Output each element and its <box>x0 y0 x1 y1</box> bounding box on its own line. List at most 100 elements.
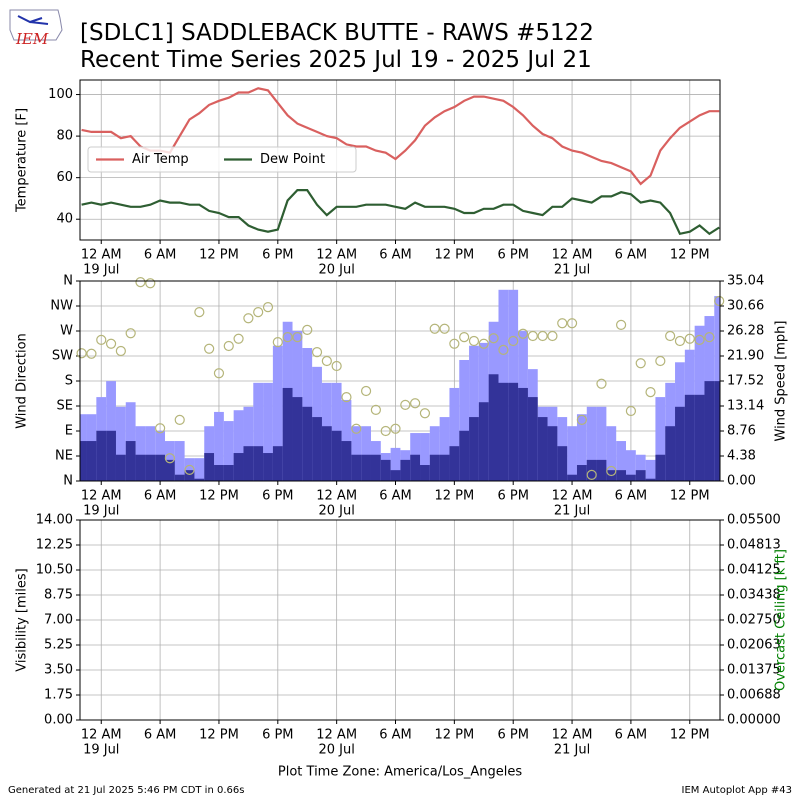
x-tick-label: 6 AM <box>379 489 412 504</box>
logo-outline <box>9 9 63 41</box>
x-tick-label: 6 PM <box>497 728 528 743</box>
y-tick-label: 40 <box>56 212 73 227</box>
scatter-point <box>76 348 87 359</box>
legend-label: Dew Point <box>260 152 325 167</box>
bar <box>665 426 676 481</box>
scatter-point <box>566 318 578 329</box>
x-tick-label: 6 AM <box>379 728 412 743</box>
bar <box>361 454 371 481</box>
scatter-point <box>606 465 617 477</box>
scatter-point <box>517 328 529 339</box>
scatter-point <box>694 334 705 345</box>
scatter-point <box>282 332 293 343</box>
y2-tick-label: 17.52 <box>727 374 764 389</box>
bar <box>351 454 362 481</box>
x-tick-label: 12 PM <box>670 489 710 504</box>
y-tick-label: 60 <box>56 170 73 185</box>
x-tick-label: 6 PM <box>497 248 528 263</box>
y2-tick-label: 4.38 <box>727 449 756 464</box>
bar <box>616 441 627 481</box>
bar <box>292 397 303 481</box>
bar <box>165 459 175 481</box>
scatter-point <box>615 319 627 330</box>
scatter-point <box>478 338 489 349</box>
scatter-point <box>184 464 195 475</box>
scatter-point <box>537 330 548 342</box>
bar <box>253 446 264 481</box>
scatter-point <box>233 333 244 344</box>
scatter-point <box>410 398 421 409</box>
y-axis-label: Temperature [F] <box>15 108 30 213</box>
bar <box>125 441 136 481</box>
scatter-point <box>625 405 637 417</box>
bar <box>576 465 587 481</box>
y2-tick-label: 0.02063 <box>727 638 781 653</box>
y-tick-label: 3.50 <box>44 663 73 678</box>
y-tick-label: 1.75 <box>44 688 73 703</box>
bar <box>145 426 156 481</box>
scatter-point <box>155 423 166 434</box>
scatter-point <box>321 355 332 367</box>
bar <box>194 478 205 481</box>
scatter-point <box>684 333 695 344</box>
bar <box>341 441 352 481</box>
bar <box>204 453 215 481</box>
scatter-point <box>380 425 391 437</box>
scatter-point <box>360 385 372 397</box>
x-tick-date: 19 Jul <box>83 504 119 519</box>
bar <box>694 394 705 481</box>
footer-left: Generated at 21 Jul 2025 5:46 PM CDT in … <box>8 785 244 796</box>
bar <box>429 454 440 481</box>
bar <box>184 458 195 481</box>
scatter-point <box>498 344 509 355</box>
plot-frame <box>79 79 721 241</box>
scatter-point <box>674 335 686 347</box>
bar <box>272 345 283 481</box>
bar <box>645 459 656 481</box>
y2-tick-label: 0.00688 <box>727 688 781 703</box>
scatter-point <box>635 358 646 369</box>
scatter-point <box>586 469 597 480</box>
bar <box>194 458 205 481</box>
y2-tick-label: 21.90 <box>727 349 764 364</box>
scatter-point <box>704 332 715 343</box>
scatter-point <box>262 302 274 313</box>
bar <box>263 453 273 481</box>
bar <box>469 345 479 481</box>
x-tick-date: 20 Jul <box>318 263 354 278</box>
bar <box>596 459 607 481</box>
bar <box>282 387 293 481</box>
bar <box>341 399 352 481</box>
y2-axis-label: Wind Speed [mph] <box>774 321 789 442</box>
line-series <box>81 87 720 186</box>
line-series <box>81 189 720 236</box>
x-tick-label: 12 AM <box>316 248 357 263</box>
x-tick-date: 21 Jul <box>554 263 590 278</box>
scatter-point <box>331 360 342 372</box>
bar <box>410 454 421 481</box>
x-tick-label: 12 PM <box>199 489 239 504</box>
scatter-point <box>174 414 185 425</box>
scatter-point <box>400 399 411 410</box>
bar <box>488 374 499 481</box>
scatter-point <box>527 330 538 342</box>
bar <box>626 474 636 481</box>
y-tick-label: W <box>60 324 73 339</box>
x-tick-label: 12 AM <box>552 728 593 743</box>
x-tick-label: 6 AM <box>144 728 177 743</box>
x-tick-label: 6 AM <box>615 489 648 504</box>
bar <box>253 382 264 481</box>
bar <box>370 454 381 481</box>
y2-tick-label: 0.01375 <box>727 663 781 678</box>
scatter-point <box>508 335 519 347</box>
bar <box>655 397 666 481</box>
x-tick-date: 20 Jul <box>318 504 354 519</box>
y-tick-label: 0.00 <box>44 713 73 728</box>
scatter-point <box>596 378 607 389</box>
y-tick-label: N <box>63 274 73 289</box>
bar <box>704 381 715 481</box>
x-tick-label: 6 AM <box>615 728 648 743</box>
bar <box>115 454 126 481</box>
